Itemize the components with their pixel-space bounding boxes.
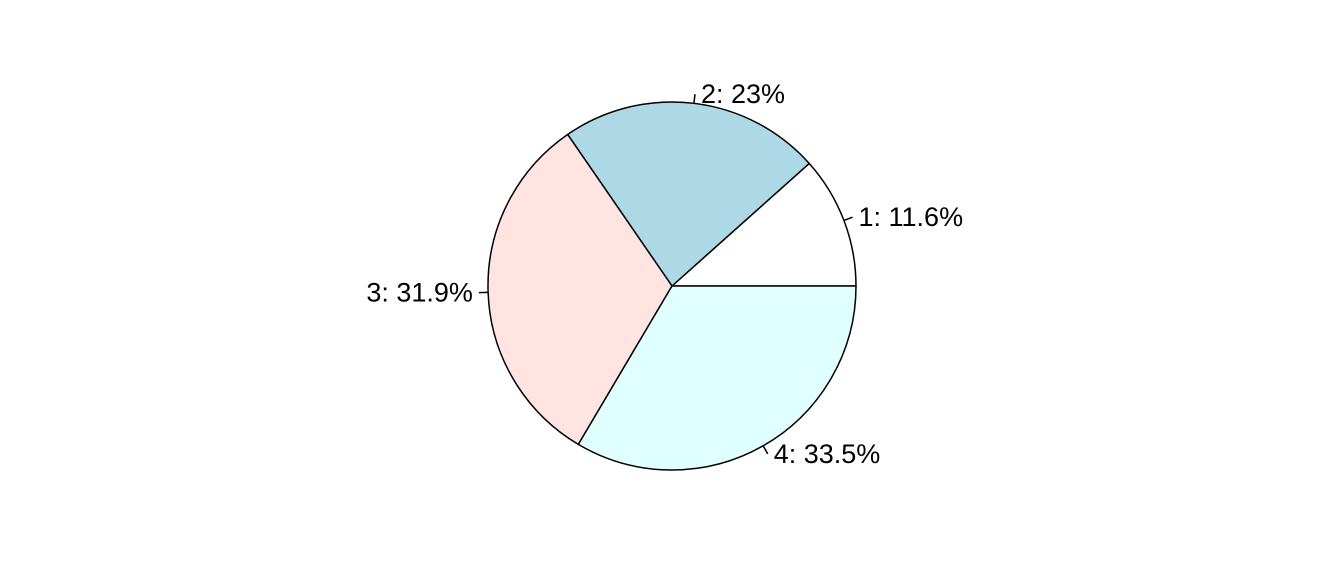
pie-tick-1 xyxy=(843,216,853,222)
pie-labels: 1: 11.6% 2: 23% 3: 31.9% 4: 33.5% xyxy=(366,79,963,469)
pie-label-ticks xyxy=(478,94,853,455)
pie-tick-2 xyxy=(693,94,696,104)
pie-slice-4 xyxy=(577,285,857,471)
pie-slice-1 xyxy=(671,162,857,287)
pie-tick-4 xyxy=(762,445,769,455)
pie-label-2: 2: 23% xyxy=(701,79,785,109)
pie-label-3: 3: 31.9% xyxy=(366,278,473,308)
pie-slice-3 xyxy=(487,133,673,446)
pie-label-1: 1: 11.6% xyxy=(859,202,964,232)
pie-slices xyxy=(487,101,857,471)
pie-label-4: 4: 33.5% xyxy=(774,439,881,469)
